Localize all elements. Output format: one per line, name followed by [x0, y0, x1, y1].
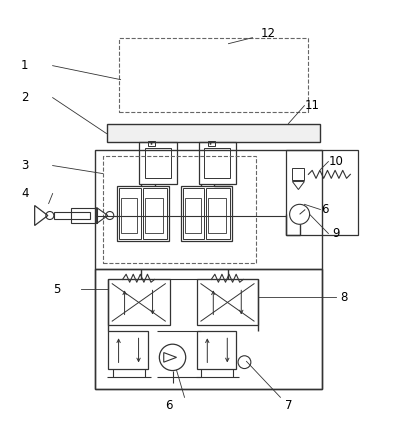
Text: 9: 9 — [332, 227, 340, 240]
Bar — [184, 198, 200, 233]
Bar — [198, 142, 237, 183]
Text: 5: 5 — [53, 283, 60, 296]
Bar — [292, 167, 304, 179]
Bar — [148, 141, 155, 146]
Text: 7: 7 — [285, 399, 292, 412]
Text: 12: 12 — [261, 27, 276, 40]
Bar — [196, 331, 237, 369]
Bar — [121, 198, 137, 233]
Bar — [107, 124, 320, 142]
Text: 6: 6 — [165, 399, 172, 412]
Bar — [71, 207, 97, 224]
Text: 2: 2 — [21, 91, 28, 104]
Bar — [182, 187, 205, 240]
Bar — [143, 187, 166, 240]
Text: 8: 8 — [341, 291, 348, 304]
Bar — [205, 148, 231, 178]
Bar — [103, 155, 257, 264]
Bar — [95, 269, 322, 389]
Bar — [108, 331, 148, 369]
Bar — [108, 280, 170, 326]
Bar — [286, 150, 358, 236]
Text: 10: 10 — [329, 155, 344, 168]
Bar — [196, 280, 258, 326]
Bar — [207, 187, 231, 240]
Text: 1: 1 — [21, 59, 28, 72]
Bar — [54, 212, 90, 219]
Bar — [209, 198, 227, 233]
Bar — [119, 187, 141, 240]
Bar — [144, 198, 162, 233]
Bar — [144, 148, 170, 178]
Text: 3: 3 — [21, 159, 28, 172]
Bar — [180, 186, 233, 241]
Bar — [208, 141, 215, 146]
Text: 6: 6 — [321, 203, 328, 216]
Bar — [95, 150, 322, 269]
Bar — [139, 142, 176, 183]
Text: 4: 4 — [21, 187, 28, 200]
Bar — [119, 38, 308, 112]
Text: 11: 11 — [305, 99, 320, 112]
Bar — [117, 186, 168, 241]
